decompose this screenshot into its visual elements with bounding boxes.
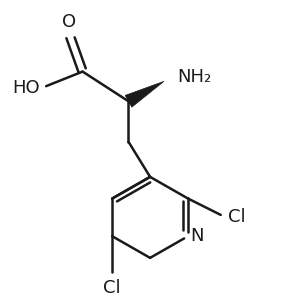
Text: HO: HO <box>12 79 39 97</box>
Text: Cl: Cl <box>103 279 121 297</box>
Text: N: N <box>190 227 204 245</box>
Text: NH₂: NH₂ <box>177 68 211 86</box>
Polygon shape <box>125 81 164 107</box>
Text: Cl: Cl <box>228 208 246 226</box>
Text: O: O <box>62 13 76 31</box>
